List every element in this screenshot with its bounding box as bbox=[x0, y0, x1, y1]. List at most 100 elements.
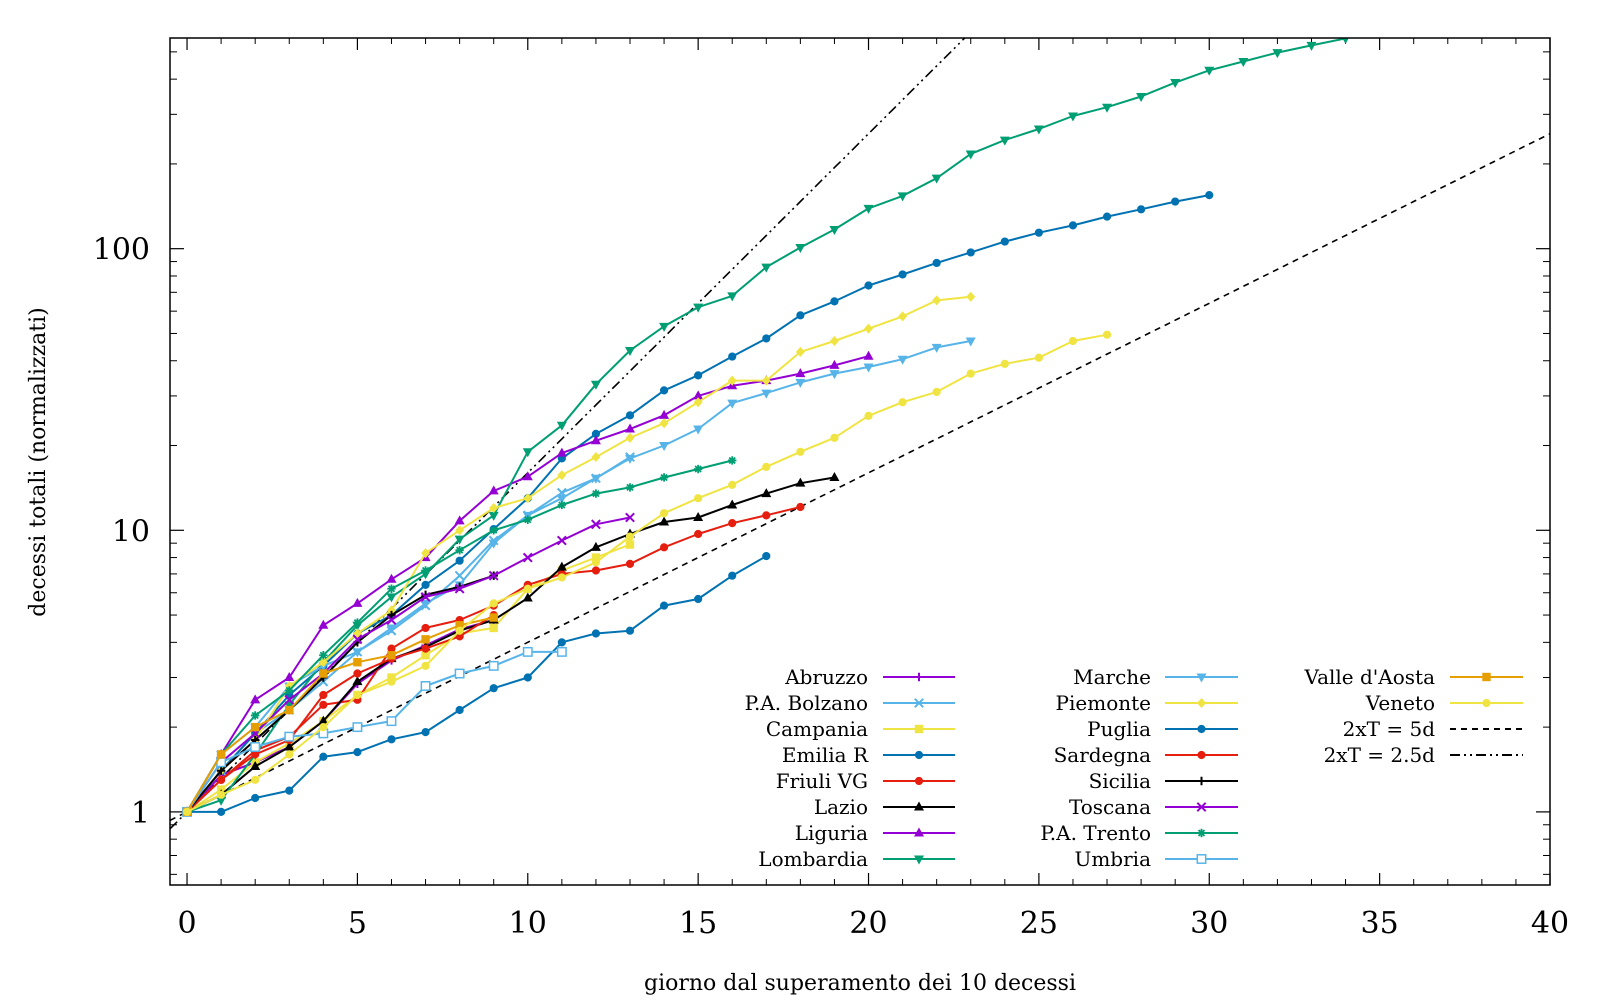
data-point bbox=[284, 694, 295, 705]
legend-entry: Friuli VG bbox=[776, 769, 955, 793]
data-point bbox=[625, 559, 635, 568]
legend-label: Toscana bbox=[1069, 795, 1151, 819]
data-point bbox=[386, 615, 397, 625]
legend-label: Lombardia bbox=[758, 847, 868, 871]
data-point bbox=[420, 681, 431, 691]
series-lazio bbox=[182, 471, 840, 816]
data-point bbox=[863, 204, 874, 214]
data-point bbox=[864, 323, 874, 334]
data-point bbox=[523, 584, 532, 593]
data-point bbox=[914, 750, 924, 760]
data-point bbox=[489, 599, 498, 608]
data-point bbox=[1306, 41, 1317, 51]
data-point bbox=[932, 387, 941, 397]
data-point bbox=[1171, 197, 1180, 206]
data-point bbox=[285, 786, 294, 795]
data-point bbox=[829, 370, 840, 380]
data-point bbox=[1205, 190, 1214, 200]
data-point bbox=[1102, 103, 1113, 113]
data-point bbox=[1197, 698, 1206, 708]
data-point bbox=[1204, 66, 1215, 76]
legend-entry: Abruzzo bbox=[784, 665, 955, 689]
data-point bbox=[591, 519, 601, 530]
data-point bbox=[932, 258, 941, 268]
data-point bbox=[966, 291, 976, 302]
data-point bbox=[591, 452, 601, 463]
data-point bbox=[556, 561, 567, 571]
legend-entry: Umbria bbox=[1074, 847, 1238, 871]
data-point bbox=[284, 731, 295, 742]
data-point bbox=[659, 322, 670, 332]
series-friuli-vg bbox=[182, 502, 805, 816]
data-point bbox=[1482, 672, 1491, 682]
data-point bbox=[829, 336, 839, 347]
data-point bbox=[897, 355, 908, 365]
data-point bbox=[932, 295, 942, 306]
data-point bbox=[898, 311, 908, 322]
data-point bbox=[386, 716, 397, 727]
data-point bbox=[693, 512, 704, 522]
data-point bbox=[421, 580, 430, 589]
data-point bbox=[796, 311, 805, 320]
data-point bbox=[1000, 359, 1009, 368]
x-tick-label: 15 bbox=[679, 906, 717, 941]
data-point bbox=[216, 796, 227, 806]
data-point bbox=[421, 566, 430, 575]
data-point bbox=[966, 369, 975, 378]
data-point bbox=[914, 672, 924, 682]
series-puglia bbox=[182, 551, 771, 816]
legend-label: Puglia bbox=[1087, 717, 1151, 741]
data-point bbox=[319, 723, 328, 732]
data-point bbox=[898, 270, 907, 279]
data-point bbox=[1196, 802, 1207, 812]
series-sicilia bbox=[182, 571, 498, 817]
data-point bbox=[728, 456, 737, 465]
x-tick-label: 30 bbox=[1190, 906, 1228, 941]
series-line bbox=[187, 555, 767, 813]
legend-entry: Emilia R bbox=[782, 743, 955, 767]
data-point bbox=[625, 423, 635, 433]
axis-ticks bbox=[170, 38, 1551, 885]
data-point bbox=[591, 553, 601, 562]
legend-entry: Piemonte bbox=[1056, 691, 1238, 715]
data-point bbox=[455, 545, 464, 555]
series-line bbox=[186, 295, 971, 813]
legend-label: Veneto bbox=[1365, 691, 1435, 715]
data-point bbox=[557, 638, 566, 647]
data-point bbox=[591, 629, 601, 638]
y-tick-label: 10 bbox=[112, 514, 150, 549]
data-point bbox=[796, 502, 805, 512]
data-point bbox=[761, 263, 772, 273]
data-point bbox=[625, 532, 635, 541]
data-point bbox=[863, 363, 874, 373]
data-point bbox=[285, 750, 294, 759]
data-point bbox=[284, 672, 295, 682]
data-point bbox=[556, 447, 567, 457]
legend-entry: 2xT = 5d bbox=[1343, 717, 1523, 741]
data-point bbox=[522, 471, 533, 481]
data-point bbox=[455, 621, 464, 630]
legend-label: Lazio bbox=[814, 795, 868, 819]
data-point bbox=[830, 297, 839, 306]
data-point bbox=[914, 827, 924, 837]
data-point bbox=[965, 150, 976, 160]
data-point bbox=[914, 855, 924, 865]
data-point bbox=[556, 494, 567, 504]
series-line bbox=[186, 574, 495, 813]
series-line bbox=[186, 476, 835, 813]
data-point bbox=[795, 346, 805, 357]
series-emilia-r bbox=[182, 190, 1214, 816]
data-point bbox=[1342, 38, 1349, 44]
plot-area bbox=[170, 38, 1550, 830]
data-point bbox=[1197, 750, 1206, 760]
x-tick-label: 20 bbox=[849, 906, 887, 941]
series-liguria bbox=[182, 350, 874, 816]
data-point bbox=[762, 511, 771, 520]
data-point bbox=[864, 411, 873, 420]
data-point bbox=[522, 592, 533, 602]
data-point bbox=[914, 776, 924, 786]
data-point bbox=[489, 623, 498, 633]
legend-label: Sardegna bbox=[1054, 743, 1152, 767]
legend-entry: P.A. Bolzano bbox=[745, 691, 955, 715]
data-point bbox=[761, 389, 772, 399]
